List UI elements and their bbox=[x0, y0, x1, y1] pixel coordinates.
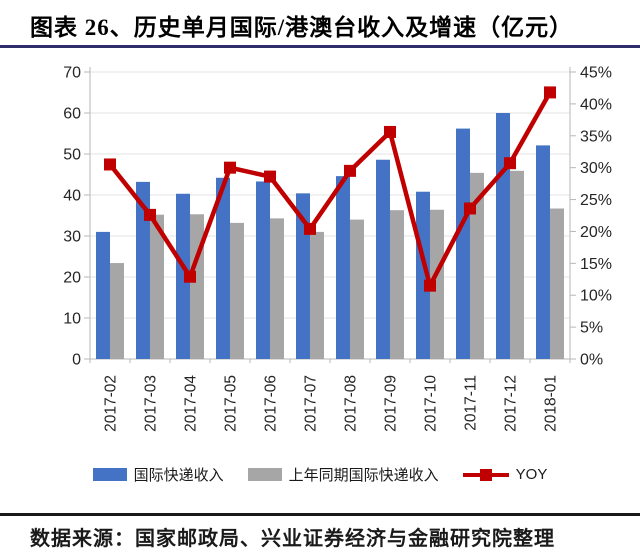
x-axis-category-label: 2017-04 bbox=[183, 375, 200, 432]
left-axis-tick-label: 70 bbox=[63, 65, 81, 82]
right-axis-tick-label: 45% bbox=[580, 65, 612, 82]
prior-year-swatch-icon bbox=[247, 468, 282, 481]
bar-prior-year bbox=[470, 172, 484, 359]
bar-prior-year bbox=[270, 218, 284, 359]
chart-plot-area: 0 10 20 30 40 50 60 70 0% 5% 10% 15% 20% 25% 30% 35% 40%… bbox=[63, 65, 612, 432]
right-axis-tick-label: 15% bbox=[580, 256, 612, 273]
right-axis-tick-label: 5% bbox=[580, 320, 603, 337]
right-axis-tick-label: 0% bbox=[580, 352, 603, 369]
data-source-note: 数据来源：国家邮政局、兴业证券经济与金融研究院整理 bbox=[30, 528, 555, 550]
bar-revenue bbox=[496, 113, 510, 359]
bar-prior-year bbox=[550, 208, 564, 359]
legend-item-prior-year: 上年同期国际快递收入 bbox=[247, 464, 439, 485]
bar-revenue bbox=[376, 159, 390, 359]
chart-legend: 国际快递收入 上年同期国际快递收入 YOY bbox=[0, 464, 640, 485]
bar-revenue bbox=[536, 145, 550, 359]
bar-prior-year bbox=[430, 209, 444, 359]
bar-revenue bbox=[96, 231, 110, 359]
legend-item-yoy: YOY bbox=[462, 466, 548, 483]
yoy-marker bbox=[104, 158, 116, 171]
yoy-line bbox=[108, 91, 552, 292]
title-rule bbox=[0, 45, 640, 48]
left-axis-tick-label: 50 bbox=[63, 147, 81, 164]
yoy-marker bbox=[544, 86, 556, 99]
legend-label-revenue: 国际快递收入 bbox=[133, 467, 224, 484]
x-axis-category-label: 2017-11 bbox=[463, 375, 480, 431]
bar-revenue bbox=[176, 193, 190, 359]
yoy-marker bbox=[264, 170, 276, 183]
bar-revenue bbox=[416, 191, 430, 359]
left-axis-tick-label: 60 bbox=[63, 106, 81, 123]
x-axis-category-label: 2017-07 bbox=[303, 375, 320, 432]
x-axis-category-label: 2017-10 bbox=[423, 375, 440, 432]
x-axis-category-label: 2017-05 bbox=[223, 375, 240, 432]
bar-prior-year bbox=[150, 214, 164, 359]
yoy-marker bbox=[144, 208, 156, 221]
footer-rule bbox=[0, 513, 640, 516]
bar-prior-year bbox=[310, 231, 324, 359]
x-axis-category-label: 2017-06 bbox=[263, 375, 280, 432]
right-axis-tick-label: 25% bbox=[580, 192, 612, 209]
yoy-marker bbox=[424, 279, 436, 292]
legend-label-prior-year: 上年同期国际快递收入 bbox=[288, 467, 439, 484]
right-axis-tick-label: 10% bbox=[580, 288, 612, 305]
yoy-marker bbox=[504, 157, 516, 170]
chart-title: 图表 26、历史单月国际/港澳台收入及增速（亿元） bbox=[30, 15, 574, 40]
yoy-marker bbox=[184, 270, 196, 283]
yoy-marker bbox=[464, 202, 476, 215]
yoy-marker bbox=[344, 164, 356, 177]
bar-prior-year bbox=[510, 170, 524, 359]
x-axis-category-label: 2017-08 bbox=[343, 375, 360, 432]
bar-revenue bbox=[456, 128, 470, 359]
right-axis-tick-label: 30% bbox=[580, 160, 612, 177]
x-axis-category-label: 2017-03 bbox=[143, 375, 160, 432]
left-axis-tick-label: 30 bbox=[63, 229, 81, 246]
yoy-line-swatch-icon bbox=[462, 468, 509, 481]
x-axis-category-label: 2018-01 bbox=[543, 375, 560, 432]
yoy-marker bbox=[224, 161, 236, 174]
legend-item-revenue: 国际快递收入 bbox=[92, 464, 224, 485]
legend-label-yoy: YOY bbox=[515, 466, 548, 483]
bar-prior-year bbox=[390, 210, 404, 359]
bar-revenue bbox=[336, 176, 350, 359]
yoy-marker bbox=[384, 125, 396, 138]
left-axis-tick-label: 0 bbox=[72, 352, 81, 369]
right-axis-tick-label: 40% bbox=[580, 96, 612, 113]
bar-prior-year bbox=[110, 263, 124, 359]
bar-prior-year bbox=[350, 219, 364, 359]
bar-prior-year bbox=[230, 222, 244, 359]
x-axis-category-label: 2017-12 bbox=[503, 375, 520, 432]
x-axis-category-label: 2017-09 bbox=[383, 375, 400, 432]
bar-revenue bbox=[136, 181, 150, 359]
left-axis-tick-label: 20 bbox=[63, 270, 81, 287]
bar-revenue bbox=[256, 181, 270, 359]
x-axis-category-label: 2017-02 bbox=[103, 375, 120, 432]
left-axis-tick-label: 10 bbox=[63, 311, 81, 328]
left-axis-tick-label: 40 bbox=[63, 188, 81, 205]
bar-prior-year bbox=[190, 214, 204, 359]
revenue-swatch-icon bbox=[92, 468, 127, 481]
right-axis-tick-label: 20% bbox=[580, 224, 612, 241]
bar-revenue bbox=[216, 177, 230, 359]
yoy-marker bbox=[304, 222, 316, 235]
right-axis-tick-label: 35% bbox=[580, 128, 612, 145]
